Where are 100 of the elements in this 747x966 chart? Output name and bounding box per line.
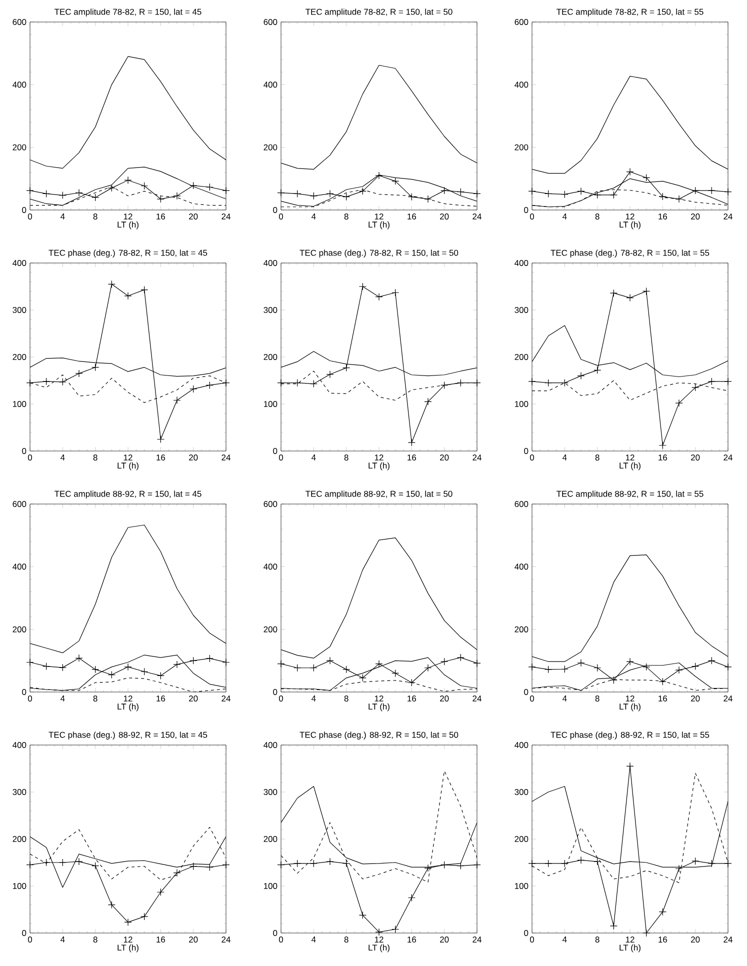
x-tick-label: 24 (724, 454, 732, 460)
x-tick-label: 16 (408, 696, 416, 702)
x-tick-label: 12 (626, 936, 634, 942)
y-tick-label: 0 (524, 689, 528, 695)
x-tick-label: 20 (691, 936, 700, 943)
y-tick-label: 0 (273, 207, 278, 213)
x-tick-label: 4 (312, 936, 316, 942)
x-tick-label: 0 (278, 214, 284, 220)
x-tick-label: 8 (595, 214, 600, 220)
chart-title: TEC amplitude 78-82, R = 150, lat = 45 (54, 8, 202, 16)
y-tick-label: 0 (524, 207, 528, 213)
x-tick-label: 16 (408, 936, 416, 943)
y-tick-label: 0 (22, 930, 26, 936)
y-tick-label: 0 (22, 207, 26, 213)
chart-title: TEC amplitude 88-92, R = 150, lat = 45 (54, 490, 202, 498)
y-tick-label: 600 (12, 19, 26, 25)
x-tick-label: 24 (472, 696, 482, 702)
y-tick-label: 0 (22, 448, 26, 454)
x-tick-label: 4 (60, 214, 65, 220)
y-tick-label: 200 (514, 144, 528, 150)
x-tick-label: 4 (60, 696, 65, 702)
y-tick-label: 200 (264, 626, 278, 632)
x-tick-label: 24 (472, 936, 482, 942)
x-tick-label: 0 (530, 214, 534, 220)
y-tick-label: 400 (12, 260, 26, 266)
x-tick-label: 24 (472, 454, 482, 460)
x-tick-label: 4 (312, 696, 316, 702)
x-tick-label: 4 (312, 454, 316, 460)
x-tick-label: 12 (626, 214, 634, 220)
x-axis-title: LT (h) (620, 221, 640, 230)
x-tick-label: 8 (344, 936, 348, 943)
x-axis-title: LT (h) (368, 703, 390, 712)
x-tick-label: 24 (724, 214, 732, 220)
x-tick-label: 8 (93, 214, 98, 220)
x-tick-label: 8 (93, 936, 98, 943)
x-axis-title: LT (h) (118, 944, 138, 952)
x-tick-label: 24 (724, 696, 732, 702)
chart-title: TEC phase (deg.) 88-92, R = 150, lat = 45 (48, 732, 208, 740)
y-tick-label: 600 (264, 19, 278, 25)
x-tick-label: 16 (156, 454, 166, 461)
chart-title: TEC phase (deg.) 78-82, R = 150, lat = 50 (300, 250, 458, 258)
x-tick-label: 20 (691, 454, 700, 461)
y-tick-label: 100 (12, 401, 26, 407)
x-tick-label: 20 (691, 696, 700, 702)
x-tick-label: 24 (222, 936, 230, 942)
x-tick-label: 20 (189, 936, 198, 943)
y-tick-label: 0 (273, 930, 278, 936)
x-tick-label: 12 (124, 696, 132, 702)
y-tick-label: 100 (515, 401, 528, 407)
x-tick-label: 0 (530, 696, 534, 702)
y-tick-label: 200 (514, 836, 528, 842)
x-tick-label: 4 (562, 454, 567, 460)
chart-title: TEC phase (deg.) 88-92, R = 150, lat = 50 (300, 732, 458, 740)
x-tick-label: 24 (222, 454, 230, 460)
x-tick-label: 8 (595, 696, 600, 702)
x-tick-label: 0 (278, 696, 284, 702)
x-axis-title: LT (h) (368, 944, 390, 952)
x-tick-label: 0 (28, 214, 32, 220)
x-tick-label: 12 (374, 214, 384, 220)
x-tick-label: 16 (658, 454, 668, 461)
y-tick-label: 200 (12, 354, 26, 360)
y-tick-label: 600 (264, 501, 278, 507)
x-axis-title: LT (h) (368, 221, 390, 230)
x-tick-label: 20 (440, 696, 449, 702)
x-tick-label: 12 (626, 454, 634, 460)
x-tick-label: 0 (278, 454, 284, 461)
x-tick-label: 16 (658, 696, 668, 702)
y-tick-label: 200 (12, 144, 26, 150)
x-tick-label: 24 (724, 936, 732, 942)
x-tick-label: 20 (440, 936, 449, 943)
x-tick-label: 20 (440, 214, 449, 220)
x-tick-label: 16 (408, 214, 416, 220)
x-tick-label: 24 (222, 214, 230, 220)
x-tick-label: 20 (189, 454, 198, 461)
y-tick-label: 400 (12, 82, 26, 88)
x-tick-label: 12 (374, 936, 384, 942)
y-tick-label: 400 (264, 260, 278, 266)
x-tick-label: 8 (344, 454, 348, 461)
y-tick-label: 300 (514, 307, 528, 313)
y-tick-label: 0 (273, 689, 278, 695)
x-axis-title: LT (h) (118, 462, 138, 470)
y-tick-label: 0 (524, 930, 528, 936)
x-tick-label: 4 (562, 214, 567, 220)
chart-title: TEC amplitude 88-92, R = 150, lat = 55 (556, 490, 704, 498)
x-tick-label: 8 (595, 454, 600, 461)
y-tick-label: 600 (12, 501, 26, 507)
y-tick-label: 200 (264, 144, 278, 150)
x-axis-title: LT (h) (620, 703, 640, 712)
y-tick-label: 100 (515, 883, 528, 890)
y-tick-label: 400 (12, 564, 26, 570)
y-tick-label: 300 (264, 789, 278, 796)
x-tick-label: 8 (344, 214, 348, 220)
y-tick-label: 300 (12, 789, 26, 796)
y-tick-label: 400 (514, 260, 528, 266)
y-tick-label: 100 (264, 883, 278, 890)
x-axis-title: LT (h) (620, 944, 640, 952)
y-tick-label: 0 (22, 689, 26, 695)
y-tick-label: 100 (264, 401, 278, 407)
x-tick-label: 8 (93, 454, 98, 461)
x-tick-label: 4 (60, 454, 65, 460)
